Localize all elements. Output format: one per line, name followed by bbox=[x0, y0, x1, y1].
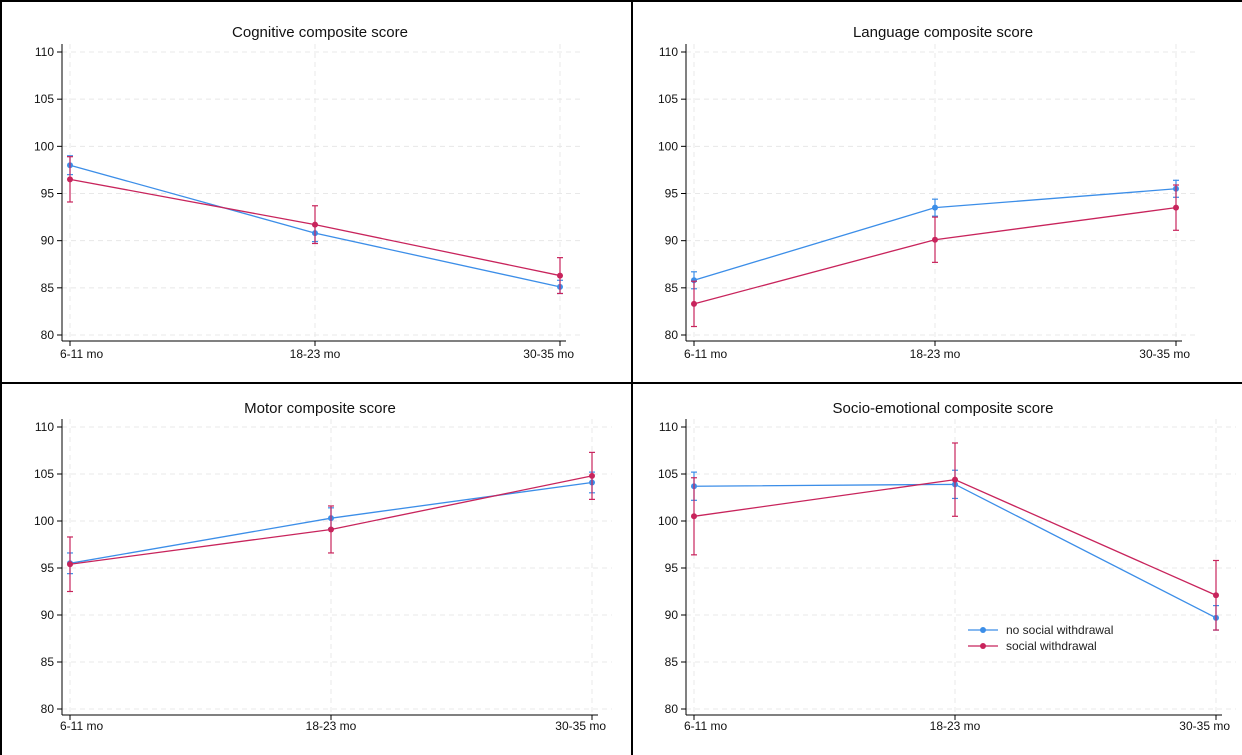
y-tick-label: 90 bbox=[665, 608, 679, 622]
y-tick-label: 85 bbox=[665, 655, 679, 669]
panel-title: Motor composite score bbox=[244, 400, 396, 417]
data-point bbox=[952, 476, 958, 483]
x-tick-label: 6-11 mo bbox=[684, 347, 727, 361]
legend-label: social withdrawal bbox=[1006, 639, 1097, 653]
data-point bbox=[328, 526, 334, 533]
y-tick-label: 100 bbox=[34, 139, 54, 153]
data-point bbox=[67, 176, 73, 183]
x-tick-label: 30-35 mo bbox=[523, 347, 574, 361]
series-social-withdrawal bbox=[691, 442, 1219, 631]
legend-swatch-marker bbox=[980, 627, 986, 633]
x-tick-label: 6-11 mo bbox=[60, 347, 103, 361]
legend-label: no social withdrawal bbox=[1006, 623, 1113, 637]
y-tick-label: 105 bbox=[658, 467, 678, 481]
y-tick-label: 85 bbox=[665, 281, 679, 295]
y-tick-label: 110 bbox=[35, 420, 54, 434]
data-point bbox=[1213, 592, 1219, 599]
legend: no social withdrawal social withdrawal bbox=[968, 623, 1113, 653]
panel-4: Socio-emotional composite score 80 85 90 95 1… bbox=[658, 400, 1236, 733]
x-tick-label: 18-23 mo bbox=[306, 719, 357, 733]
y-tick-label: 95 bbox=[41, 187, 55, 201]
panel-3: Motor composite score 80 85 90 95 100 105 110 6-… bbox=[34, 400, 612, 733]
y-tick-label: 100 bbox=[658, 139, 678, 153]
data-point bbox=[691, 513, 697, 520]
y-tick-label: 95 bbox=[41, 561, 55, 575]
series-social-withdrawal bbox=[67, 156, 563, 295]
y-tick-label: 90 bbox=[41, 608, 55, 622]
y-tick-label: 95 bbox=[665, 561, 679, 575]
panel-title: Language composite score bbox=[853, 24, 1033, 41]
y-tick-label: 80 bbox=[41, 328, 55, 342]
data-point bbox=[589, 472, 595, 479]
data-point bbox=[312, 221, 318, 228]
series-social-withdrawal bbox=[67, 451, 595, 593]
y-tick-label: 110 bbox=[35, 45, 54, 59]
data-point bbox=[1173, 204, 1179, 211]
y-tick-label: 95 bbox=[665, 187, 679, 201]
x-tick-label: 18-23 mo bbox=[290, 347, 341, 361]
y-tick-label: 90 bbox=[665, 234, 679, 248]
data-point bbox=[557, 272, 563, 279]
x-tick-label: 18-23 mo bbox=[930, 719, 981, 733]
data-point bbox=[691, 300, 697, 307]
y-tick-label: 105 bbox=[658, 92, 678, 106]
panels: Cognitive composite score 80 85 90 95 100 105 1… bbox=[34, 24, 1236, 733]
y-tick-label: 100 bbox=[658, 514, 678, 528]
y-tick-label: 100 bbox=[34, 514, 54, 528]
y-tick-label: 105 bbox=[34, 467, 54, 481]
x-tick-label: 6-11 mo bbox=[684, 719, 727, 733]
panel-1: Cognitive composite score 80 85 90 95 100 105 1… bbox=[34, 24, 580, 361]
legend-swatch-marker bbox=[980, 643, 986, 649]
y-tick-label: 90 bbox=[41, 234, 55, 248]
y-tick-label: 105 bbox=[34, 92, 54, 106]
y-tick-label: 85 bbox=[41, 281, 55, 295]
y-tick-label: 110 bbox=[659, 45, 678, 59]
series-social-withdrawal bbox=[691, 184, 1179, 328]
data-point bbox=[67, 561, 73, 568]
x-tick-label: 6-11 mo bbox=[60, 719, 103, 733]
y-tick-label: 85 bbox=[41, 655, 55, 669]
x-tick-label: 30-35 mo bbox=[1179, 719, 1230, 733]
y-tick-label: 110 bbox=[659, 420, 678, 434]
x-tick-label: 30-35 mo bbox=[1139, 347, 1190, 361]
x-tick-label: 18-23 mo bbox=[910, 347, 961, 361]
data-point bbox=[932, 204, 938, 211]
panel-2: Language composite score 80 85 90 95 100 105 11… bbox=[658, 24, 1196, 361]
panel-title: Socio-emotional composite score bbox=[833, 400, 1054, 417]
panel-title: Cognitive composite score bbox=[232, 24, 408, 41]
data-point bbox=[932, 236, 938, 243]
y-tick-label: 80 bbox=[665, 702, 679, 716]
y-tick-label: 80 bbox=[41, 702, 55, 716]
x-tick-label: 30-35 mo bbox=[555, 719, 606, 733]
y-tick-label: 80 bbox=[665, 328, 679, 342]
